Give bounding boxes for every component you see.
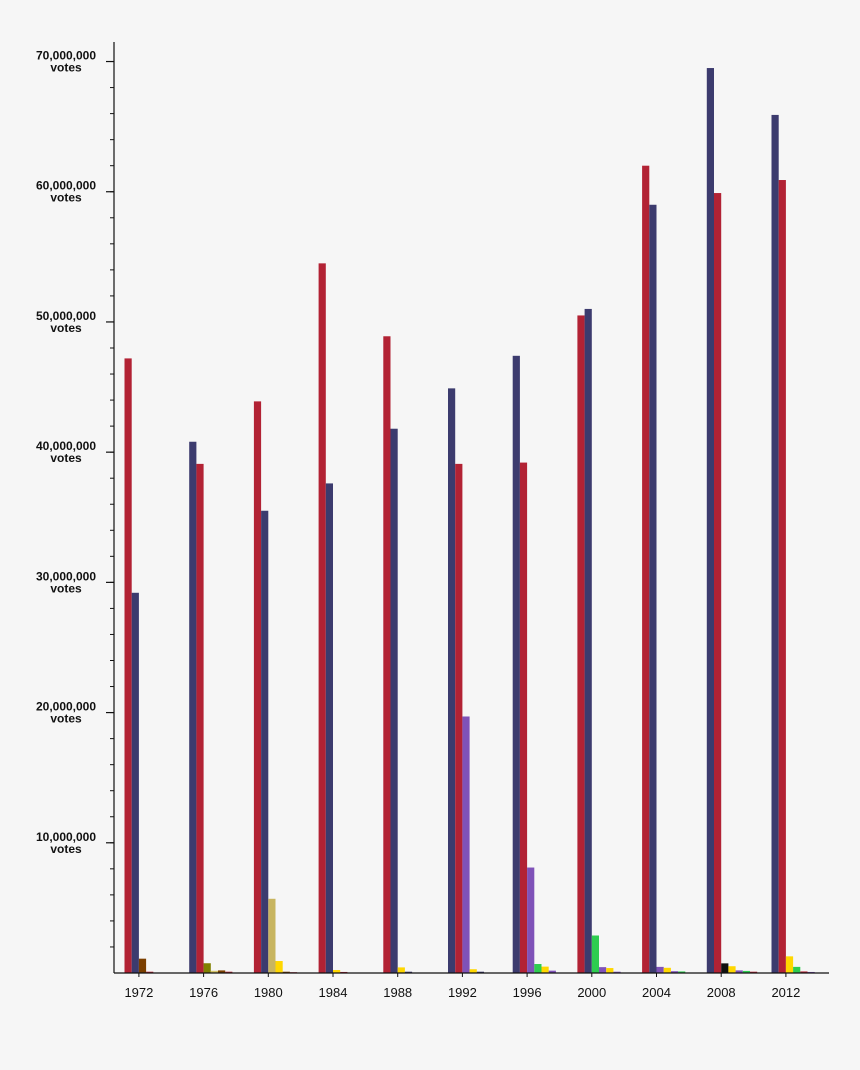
bar — [476, 971, 484, 973]
bar-group-1984 — [318, 263, 348, 973]
bar — [124, 358, 132, 973]
bar — [333, 970, 341, 973]
bar — [728, 966, 736, 973]
bar — [397, 967, 405, 973]
bar — [196, 463, 204, 973]
y-tick-label: 40,000,000 — [36, 439, 96, 453]
bar — [203, 963, 211, 973]
bar — [282, 971, 290, 973]
bar — [541, 966, 549, 973]
bar — [678, 971, 686, 973]
y-tick-label: 30,000,000 — [36, 569, 96, 583]
bar — [591, 935, 599, 973]
x-tick-label: 1992 — [448, 985, 477, 1000]
bar-group-2000 — [577, 308, 621, 974]
x-tick-label: 2000 — [577, 985, 606, 1000]
bar-group-2012 — [771, 114, 815, 973]
bar — [469, 969, 477, 973]
bar — [800, 971, 808, 973]
bar — [613, 971, 621, 973]
bar — [519, 462, 528, 973]
bar — [527, 867, 535, 973]
bar — [656, 966, 664, 973]
bar — [606, 968, 614, 973]
bar — [318, 263, 326, 973]
bar — [146, 971, 154, 973]
bar-group-1976 — [189, 441, 233, 974]
bar — [735, 970, 743, 973]
bar — [210, 970, 218, 973]
y-tick-unit-label: votes — [50, 451, 82, 465]
bar-group-2004 — [642, 165, 686, 974]
y-tick-unit-label: votes — [50, 712, 82, 726]
bar — [131, 592, 139, 973]
x-axis: 1972 1976 1980 1984 1988 1992 1996 2000 2004 2008… — [114, 972, 829, 1000]
x-tick-label: 2004 — [642, 985, 671, 1000]
bar — [189, 441, 197, 974]
bar — [577, 315, 585, 973]
bar — [455, 463, 463, 973]
bar — [448, 388, 456, 973]
bar — [721, 963, 729, 973]
x-tick-label: 2008 — [707, 985, 736, 1000]
x-tick-label: 1972 — [124, 985, 153, 1000]
x-tick-label: 2012 — [771, 985, 800, 1000]
y-tick-label: 10,000,000 — [36, 830, 96, 844]
bar — [706, 68, 714, 973]
bars-layer — [124, 68, 815, 974]
bar — [778, 180, 786, 973]
bar-group-1996 — [512, 355, 556, 973]
bar — [793, 966, 801, 973]
bar — [390, 428, 398, 973]
bar — [261, 510, 269, 973]
y-tick-unit-label: votes — [50, 842, 82, 856]
bar — [138, 958, 147, 973]
bar — [225, 971, 233, 973]
bar-group-2008 — [706, 68, 758, 974]
y-tick-unit-label: votes — [50, 191, 82, 205]
x-tick-label: 1988 — [383, 985, 412, 1000]
bar-group-1988 — [383, 336, 413, 973]
bar — [275, 961, 283, 973]
bar — [253, 401, 262, 973]
bar — [548, 970, 556, 973]
bar — [771, 114, 779, 973]
bar — [584, 308, 592, 974]
x-tick-label: 1996 — [513, 985, 542, 1000]
y-tick-unit-label: votes — [50, 61, 82, 75]
bar — [512, 355, 520, 973]
y-tick-label: 60,000,000 — [36, 179, 96, 193]
bar — [268, 898, 276, 973]
bar — [599, 967, 607, 973]
y-axis: 10,000,000votes20,000,000votes30,000,000… — [36, 42, 115, 973]
x-tick-label: 1976 — [189, 985, 218, 1000]
x-tick-label: 1980 — [254, 985, 283, 1000]
bar — [750, 971, 758, 973]
bar-group-1980 — [253, 401, 298, 973]
bar — [218, 970, 226, 973]
bar — [649, 204, 657, 974]
bar — [462, 716, 470, 973]
bar — [742, 970, 750, 973]
bar — [383, 336, 391, 973]
y-tick-label: 20,000,000 — [36, 700, 96, 714]
bar — [663, 967, 671, 973]
bar — [670, 971, 679, 973]
y-tick-unit-label: votes — [50, 321, 82, 335]
bar — [534, 964, 542, 973]
y-tick-label: 70,000,000 — [36, 49, 96, 63]
bar — [785, 956, 794, 973]
bar — [404, 971, 413, 973]
y-tick-label: 50,000,000 — [36, 309, 96, 323]
x-tick-label: 1984 — [319, 985, 348, 1000]
y-tick-unit-label: votes — [50, 581, 82, 595]
bar-group-1992 — [448, 388, 484, 973]
bar-group-1972 — [124, 358, 154, 973]
bar — [642, 165, 650, 974]
bar — [325, 483, 333, 973]
bar — [714, 193, 722, 974]
